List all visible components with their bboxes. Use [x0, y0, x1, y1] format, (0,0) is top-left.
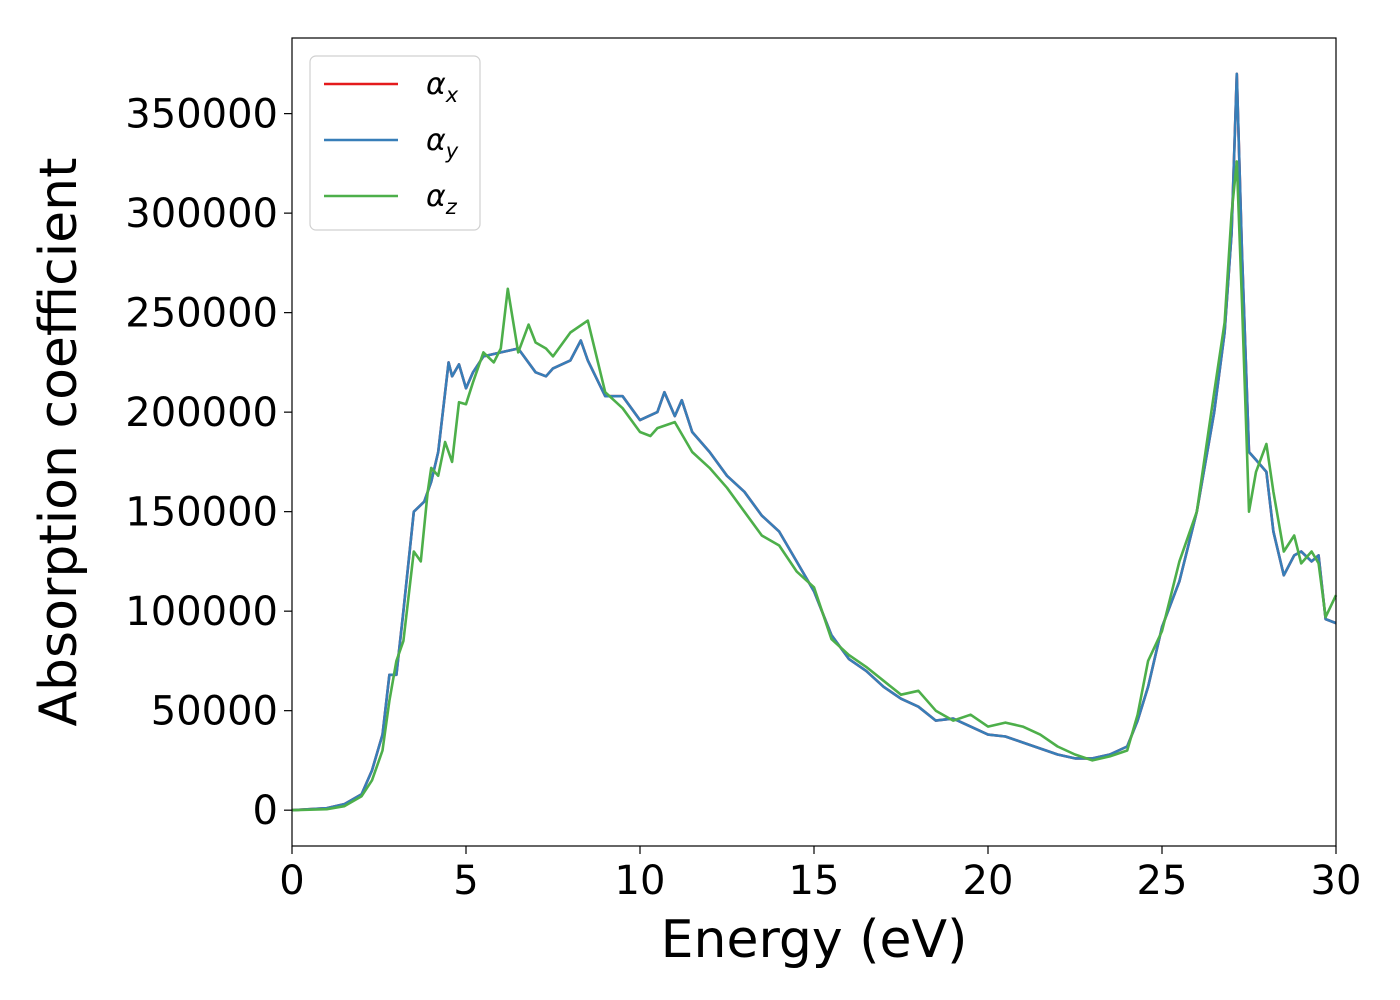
y-tick-label: 250000: [125, 291, 278, 337]
legend-subscript: x: [445, 83, 459, 107]
legend-subscript: z: [445, 195, 458, 219]
plot-frame: [291, 37, 1337, 847]
legend-label-y: αy: [426, 123, 459, 163]
series-lines: [291, 72, 1338, 812]
x-tick-label: 10: [615, 858, 666, 904]
x-tick-label: 15: [789, 858, 840, 904]
legend-subscript: y: [445, 139, 459, 163]
x-tick-label: 0: [279, 858, 304, 904]
x-tick-label: 5: [453, 858, 478, 904]
legend-box: [309, 55, 481, 231]
x-axis-label: Energy (eV): [661, 910, 968, 970]
y-tick-label: 200000: [125, 390, 278, 436]
y-tick-label: 0: [253, 788, 278, 834]
y-axis-label: Absorption coefficient: [29, 157, 89, 726]
y-tick-label: 300000: [125, 191, 278, 237]
series-line-z: [291, 160, 1338, 812]
y-tick-label: 50000: [151, 689, 278, 735]
x-tick-label: 30: [1311, 858, 1362, 904]
x-tick-label: 25: [1137, 858, 1188, 904]
y-tick-label: 350000: [125, 92, 278, 138]
y-tick-label: 150000: [125, 490, 278, 536]
tick-group: 0 5 10 15 20 25 30 0 50000 100000 150000 200000 2500…: [125, 92, 1361, 904]
y-tick-label: 100000: [125, 589, 278, 635]
legend-label-x: αx: [426, 67, 459, 107]
x-tick-label: 20: [963, 858, 1014, 904]
